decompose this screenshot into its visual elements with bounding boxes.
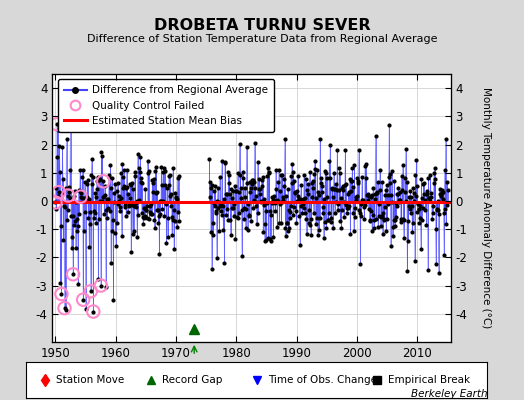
Point: [99, 178, 107, 184]
Text: DROBETA TURNU SEVER: DROBETA TURNU SEVER: [154, 18, 370, 33]
Text: Empirical Break: Empirical Break: [388, 375, 471, 385]
Point: [77, 194, 85, 200]
Point: [96, 282, 105, 289]
Point: [57, 291, 66, 297]
Point: [55, 189, 63, 195]
Point: [86, 288, 95, 294]
Text: Difference of Station Temperature Data from Regional Average: Difference of Station Temperature Data f…: [87, 34, 437, 44]
Point: [60, 305, 69, 311]
Text: Record Gap: Record Gap: [162, 375, 223, 385]
Point: [69, 271, 77, 278]
Legend: Difference from Regional Average, Quality Control Failed, Estimated Station Mean: Difference from Regional Average, Qualit…: [58, 79, 274, 132]
Point: [53, 121, 61, 127]
Text: Time of Obs. Change: Time of Obs. Change: [268, 375, 377, 385]
Point: [51, 199, 60, 206]
Point: [89, 308, 97, 315]
Text: Station Move: Station Move: [56, 375, 124, 385]
Y-axis label: Monthly Temperature Anomaly Difference (°C): Monthly Temperature Anomaly Difference (…: [481, 87, 492, 329]
Text: Berkeley Earth: Berkeley Earth: [411, 389, 487, 399]
Point: [79, 296, 88, 303]
Point: [64, 192, 72, 199]
